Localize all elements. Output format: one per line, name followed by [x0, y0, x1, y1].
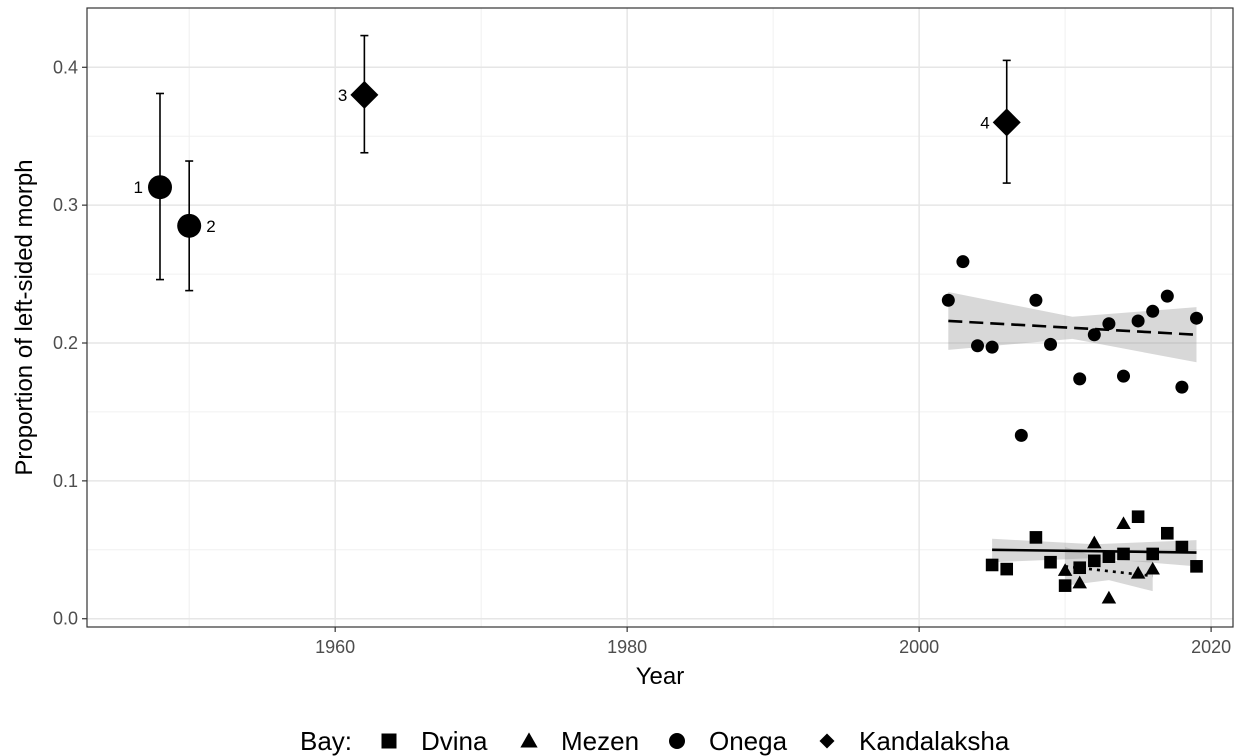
point-label: 2 [206, 217, 215, 236]
x-tick-label: 2000 [899, 637, 939, 657]
data-point [1131, 510, 1145, 524]
legend: Bay: Dvina Mezen Onega Kandalaksha [300, 726, 1010, 756]
data-point [1190, 560, 1203, 573]
data-point [1117, 547, 1130, 561]
y-tick-label: 0.4 [53, 57, 78, 77]
legend-key-mezen [520, 732, 538, 748]
y-tick-label: 0.2 [53, 333, 78, 353]
data-point [1146, 547, 1160, 561]
data-point [1102, 550, 1116, 563]
data-point [1087, 328, 1101, 342]
data-point [1087, 535, 1102, 549]
grid-major [87, 8, 1233, 627]
data-point [985, 340, 999, 354]
confidence-band [992, 538, 1197, 567]
data-point [1160, 289, 1174, 303]
historical-point [992, 108, 1021, 137]
error-bars [155, 34, 1011, 292]
historical-point [177, 213, 202, 238]
data-point [1058, 579, 1072, 592]
legend-key-kandalaksha [819, 733, 835, 749]
data-point [1175, 540, 1189, 554]
data-point [1000, 562, 1014, 576]
point-label: 1 [134, 178, 143, 197]
data-point [1014, 428, 1028, 442]
data-point [1073, 561, 1087, 575]
legend-label-kandalaksha: Kandalaksha [859, 726, 1010, 756]
data-point [971, 339, 985, 353]
data-point [1117, 369, 1131, 383]
data-point [1029, 531, 1043, 544]
legend-label-mezen: Mezen [561, 726, 639, 756]
legend-label-dvina: Dvina [421, 726, 488, 756]
y-tick-label: 0.0 [53, 609, 78, 629]
data-point [1145, 561, 1160, 575]
data-point [985, 558, 999, 572]
data-point [1130, 565, 1146, 579]
data-point [1044, 337, 1058, 351]
data-point [1190, 311, 1204, 325]
point-labels: 1 2 3 4 [134, 86, 990, 236]
data-point [1102, 317, 1116, 331]
data-point [1116, 516, 1131, 530]
legend-key-onega [669, 733, 685, 749]
data-point [1146, 304, 1160, 318]
point-label: 4 [980, 113, 989, 132]
confidence-bands [948, 291, 1197, 592]
x-tick-label: 2020 [1191, 637, 1231, 657]
historical-point [147, 175, 172, 200]
data-point [956, 255, 970, 269]
historical-point [350, 80, 379, 109]
axis-ticks [82, 66, 1212, 632]
legend-title: Bay: [300, 726, 352, 756]
data-point [1131, 314, 1145, 328]
tick-labels: 1960 1980 2000 2020 0.0 0.1 0.2 0.3 0.4 [53, 57, 1231, 657]
x-tick-label: 1980 [607, 637, 647, 657]
confidence-band [948, 291, 1197, 363]
trend-line [992, 548, 1197, 554]
data-point [1175, 380, 1189, 394]
legend-entries: Dvina Mezen Onega Kandalaksha [381, 726, 1010, 756]
data-point [1072, 575, 1087, 589]
confidence-band [1065, 547, 1153, 592]
data-point [1088, 554, 1101, 568]
y-axis-title: Proportion of left-sided morph [11, 159, 38, 475]
data-point [1161, 526, 1174, 540]
data-point [941, 293, 955, 307]
y-tick-label: 0.1 [53, 471, 78, 491]
x-tick-label: 1960 [315, 637, 355, 657]
grid-minor [87, 8, 1233, 627]
legend-label-onega: Onega [709, 726, 788, 756]
trend-lines [948, 319, 1197, 578]
data-point [1044, 555, 1057, 569]
data-point [1101, 590, 1117, 604]
data-point [1073, 372, 1087, 386]
data-point [1057, 563, 1073, 576]
point-label: 3 [338, 86, 347, 105]
data-points [147, 80, 1204, 604]
data-point [1029, 293, 1043, 307]
legend-key-dvina [381, 733, 397, 749]
y-tick-label: 0.3 [53, 195, 78, 215]
x-axis-title: Year [636, 663, 685, 690]
panel-border [86, 7, 1234, 628]
